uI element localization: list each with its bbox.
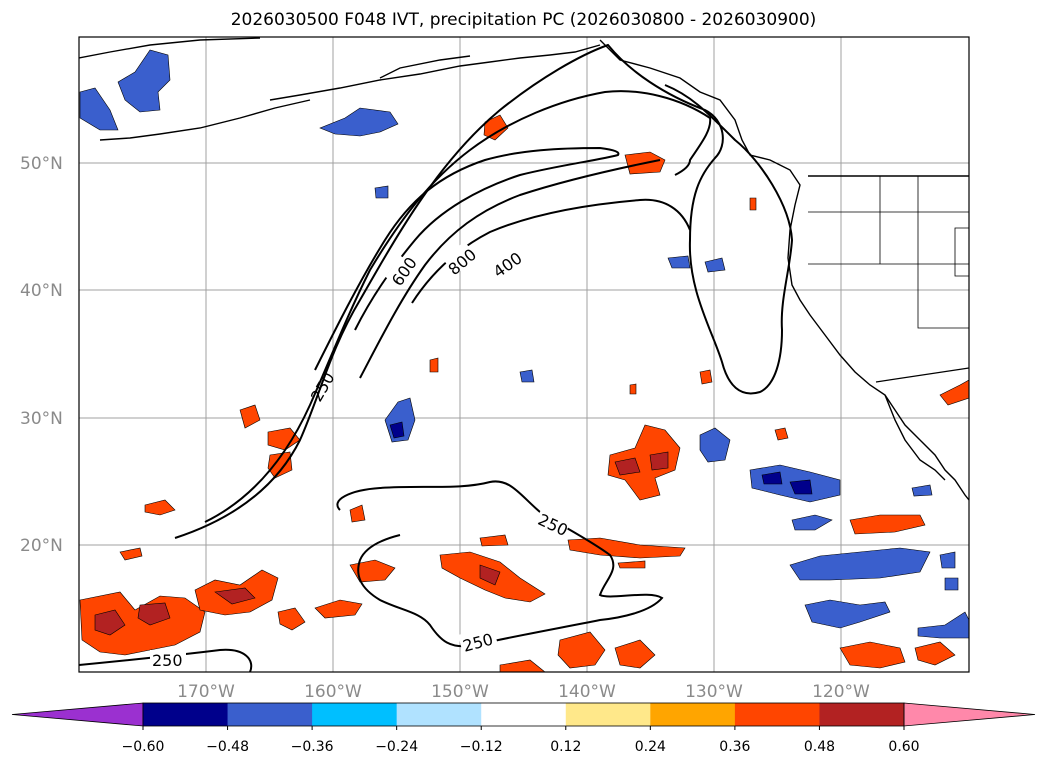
colorbar-segment (396, 703, 482, 726)
precip-blob (214, 587, 256, 605)
precip-blob (607, 424, 681, 501)
precip-blob (939, 379, 969, 406)
lon-label: 130°W (685, 682, 743, 702)
precip-blob (761, 471, 813, 495)
us-mexico-border (875, 367, 969, 383)
lat-label: 40°N (20, 281, 63, 301)
precip-blob (667, 255, 726, 273)
colorbar-segment (312, 703, 398, 726)
colorbar-segment (734, 703, 820, 726)
map-frame (78, 36, 970, 673)
colorbar-extend-max (903, 702, 1036, 727)
colorbar-tick-label: −0.12 (460, 739, 503, 755)
colorbar-segment (819, 703, 905, 726)
colorbar-segment (227, 703, 313, 726)
colorbar-frame (142, 702, 905, 727)
colorbar-tick-label: 0.24 (635, 739, 666, 755)
precip-blob (804, 599, 891, 629)
colorbar-tick-label: −0.36 (291, 739, 334, 755)
north-america-coast (599, 39, 969, 501)
ivt-contours (79, 43, 794, 672)
precip-blob (314, 599, 363, 619)
precip-blob (79, 591, 206, 656)
contour-label: 250 (152, 651, 183, 670)
colorbar-tick-label: 0.60 (888, 739, 919, 755)
precip-blob (374, 185, 959, 591)
precip-blob (239, 404, 301, 479)
ivt-contour-800 (359, 159, 691, 379)
precip-blob (319, 107, 399, 137)
precip-blob (914, 641, 956, 666)
colorbar-tick-label: −0.60 (122, 739, 165, 755)
precip-blob (479, 564, 501, 586)
precip-blob (557, 631, 606, 669)
colorbar-extend-min (11, 702, 144, 727)
colorbar-tick-label: −0.48 (206, 739, 249, 755)
precip-blob (614, 451, 669, 476)
lat-labels: 50°N 40°N 30°N 20°N (20, 154, 63, 556)
precip-blob (94, 602, 171, 636)
lon-label: 150°W (431, 682, 489, 702)
lon-labels: 170°W 160°W 150°W 140°W 130°W 120°W (177, 682, 870, 702)
precip-positive-areas (79, 114, 969, 672)
colorbar-tick-label: 0.48 (804, 739, 835, 755)
colorbar-segment (143, 703, 229, 726)
colorbar-segment (650, 703, 736, 726)
alaska-coast (79, 37, 601, 141)
precip-blob (917, 611, 969, 639)
colorbar (11, 702, 1036, 727)
baja-california (884, 394, 946, 481)
lat-label: 30°N (20, 409, 63, 429)
lon-label: 160°W (304, 682, 362, 702)
precip-blob (699, 427, 731, 463)
precip-blob (349, 197, 789, 569)
ivt-contour-250-south (79, 480, 664, 672)
precip-blob (839, 641, 906, 669)
precip-blob (349, 559, 396, 583)
precip-blob (789, 547, 931, 581)
precip-blob (849, 514, 926, 535)
precip-blob (119, 499, 176, 561)
colorbar-segment (481, 703, 567, 726)
precip-blob (277, 607, 306, 631)
precip-blob (791, 514, 833, 531)
precip-negative-areas (79, 49, 969, 639)
lon-label: 170°W (177, 682, 235, 702)
ivt-contour-250-jet (174, 43, 794, 539)
precip-blob (389, 421, 405, 439)
precip-blob (483, 114, 509, 141)
lat-label: 50°N (20, 154, 63, 174)
lat-label: 20°N (20, 536, 63, 556)
precip-blob (117, 49, 171, 113)
precip-blob (79, 87, 119, 131)
precip-blob (499, 659, 546, 672)
precip-blob (614, 639, 656, 669)
coastlines (79, 37, 969, 501)
colorbar-tick-label: 0.36 (719, 739, 750, 755)
state-borders (808, 176, 969, 329)
lon-label: 120°W (812, 682, 870, 702)
map-title: 2026030500 F048 IVT, precipitation PC (2… (230, 10, 817, 30)
ivt-contour-600 (314, 146, 620, 371)
colorbar-segment (565, 703, 651, 726)
ivt-contour-400 (204, 90, 712, 523)
colorbar-tick-label: −0.24 (375, 739, 418, 755)
colorbar-ticks: −0.60 −0.48 −0.36 −0.24 −0.12 0.12 0.24 0.36 0.4… (122, 726, 920, 755)
precip-blob (567, 537, 686, 559)
colorbar-tick-label: 0.12 (550, 739, 581, 755)
lon-label: 140°W (558, 682, 616, 702)
